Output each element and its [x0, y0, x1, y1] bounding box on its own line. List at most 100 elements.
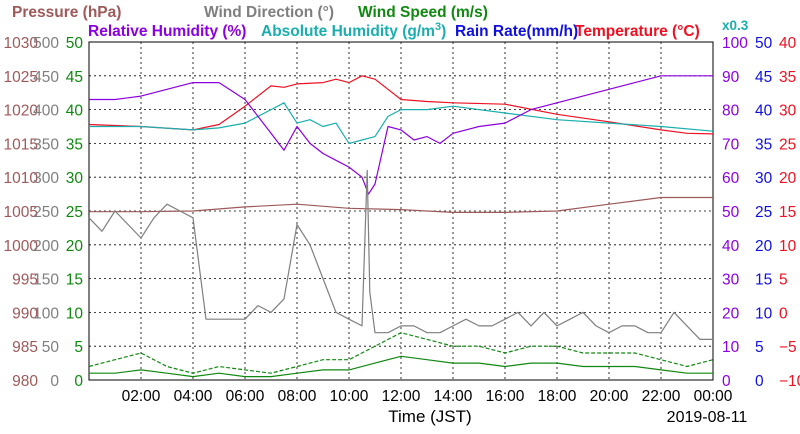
y-tick-label: 30 [66, 170, 84, 187]
y-tick-label: −5 [779, 339, 797, 356]
y-tick-label: 1010 [4, 170, 39, 187]
legend-entry: Wind Speed (m/s) [358, 4, 488, 21]
y-tick-label: 40 [66, 103, 84, 120]
series-line [89, 75, 713, 195]
y-tick-label: 5 [755, 339, 764, 356]
x-tick-label: 18:00 [538, 388, 577, 405]
y-tick-label: 70 [722, 136, 740, 153]
y-tick-label: 300 [33, 170, 59, 187]
y-tick-label: 100 [33, 305, 59, 322]
y-tick-label: 250 [33, 204, 59, 221]
y-tick-label: 200 [33, 238, 59, 255]
y-tick-label: 10 [779, 238, 797, 255]
y-tick-label: 500 [33, 35, 59, 52]
y-tick-label: 10 [66, 305, 84, 322]
x-axis-label: Time (JST) [388, 407, 471, 426]
y-tick-label: 10 [722, 339, 740, 356]
y-tick-label: 60 [722, 170, 740, 187]
y-tick-label: 15 [779, 204, 796, 221]
y-tick-label: 0 [50, 373, 59, 390]
y-tick-label: 0 [74, 373, 83, 390]
series-line [89, 102, 714, 144]
x-tick-label: 00:00 [694, 388, 733, 405]
date-label: 2019-08-11 [667, 409, 748, 426]
y-tick-label: 20 [755, 238, 773, 255]
y-tick-label: 90 [722, 69, 740, 86]
y-tick-label: 0 [755, 373, 764, 390]
y-tick-label: 0 [779, 305, 788, 322]
y-tick-label: 25 [755, 204, 772, 221]
series-line [88, 332, 714, 374]
y-tick-label: 1015 [4, 136, 38, 153]
y-tick-label: 45 [755, 69, 772, 86]
y-tick-label: 30 [722, 272, 740, 289]
x-tick-label: 14:00 [434, 388, 473, 405]
y-tick-label: 35 [66, 136, 83, 153]
y-tick-label: 995 [12, 272, 38, 289]
y-tick-label: 20 [779, 170, 797, 187]
y-tick-label: 50 [755, 35, 773, 52]
legend-entry: Wind Direction (°) [204, 4, 334, 21]
x-tick-label: 16:00 [486, 388, 525, 405]
y-tick-label: 40 [755, 103, 773, 120]
y-tick-label: 1005 [4, 204, 38, 221]
x-axis: 02:00 04:00 06:00 08:00 10:00 12:00 14:00 16:00… [122, 388, 733, 405]
right-axes: 1009080706050403020100504540353025201510… [722, 35, 800, 390]
y-tick-label: 20 [722, 305, 740, 322]
y-tick-label: −10 [779, 373, 800, 390]
y-tick-label: 1030 [4, 35, 39, 52]
y-tick-label: 1000 [4, 238, 39, 255]
x-tick-label: 10:00 [330, 388, 369, 405]
legend-entry: Absolute Humidity (g/m3) [261, 21, 446, 40]
y-tick-label: 1020 [4, 103, 39, 120]
y-tick-label: 400 [33, 103, 59, 120]
y-tick-label: 985 [12, 339, 38, 356]
series-line [88, 75, 714, 135]
series-line [89, 196, 713, 213]
y-tick-label: 25 [66, 204, 83, 221]
y-tick-label: 80 [722, 103, 740, 120]
scale-note: x0.3 [722, 18, 749, 33]
y-tick-label: 40 [779, 35, 797, 52]
legend-entry: Rain Rate(mm/h) [455, 23, 578, 40]
y-tick-label: 50 [722, 204, 740, 221]
series-line [89, 355, 713, 378]
y-tick-label: 25 [779, 136, 796, 153]
y-tick-label: 30 [779, 103, 797, 120]
legend-entry: Relative Humidity (%) [88, 23, 246, 40]
y-tick-label: 35 [779, 69, 796, 86]
y-tick-label: 5 [74, 339, 83, 356]
y-tick-label: 0 [722, 373, 731, 390]
y-tick-label: 15 [66, 272, 83, 289]
x-tick-label: 12:00 [382, 388, 421, 405]
legend-entry: Pressure (hPa) [12, 4, 121, 21]
y-tick-label: 15 [755, 272, 772, 289]
x-tick-label: 22:00 [642, 388, 681, 405]
x-tick-label: 08:00 [278, 388, 317, 405]
y-tick-label: 50 [66, 35, 84, 52]
y-tick-label: 450 [33, 69, 59, 86]
x-tick-label: 04:00 [174, 388, 213, 405]
y-tick-label: 1025 [4, 69, 38, 86]
y-tick-label: 50 [42, 339, 60, 356]
grid [89, 42, 713, 380]
y-tick-label: 45 [66, 69, 83, 86]
left-axes: 1030102510201015101010051000995990985980… [4, 35, 84, 390]
x-tick-label: 06:00 [226, 388, 265, 405]
y-tick-label: 10 [755, 305, 773, 322]
y-tick-label: 5 [779, 272, 788, 289]
x-tick-label: 02:00 [122, 388, 161, 405]
y-tick-label: 100 [722, 35, 748, 52]
series-line [88, 169, 713, 340]
legend-entry: Temperature (°C) [575, 23, 700, 40]
y-tick-label: 150 [33, 272, 59, 289]
series-layer [88, 75, 714, 378]
y-tick-label: 20 [66, 238, 84, 255]
y-tick-label: 40 [722, 238, 740, 255]
x-tick-label: 20:00 [590, 388, 629, 405]
legend: Pressure (hPa) Wind Direction (°) Wind Spe… [12, 4, 749, 40]
y-tick-label: 30 [755, 170, 773, 187]
y-tick-label: 35 [755, 136, 772, 153]
y-tick-label: 980 [12, 373, 38, 390]
